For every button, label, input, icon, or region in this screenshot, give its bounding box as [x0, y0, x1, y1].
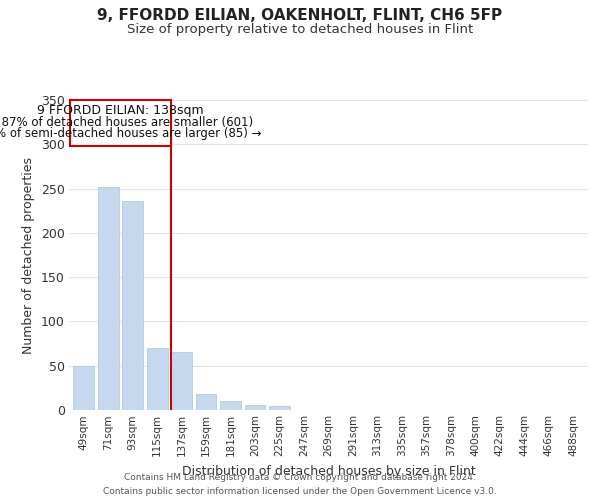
Bar — [122, 201, 143, 410]
Bar — [196, 394, 217, 410]
Bar — [73, 366, 94, 410]
Bar — [171, 352, 192, 410]
Text: Size of property relative to detached houses in Flint: Size of property relative to detached ho… — [127, 22, 473, 36]
FancyBboxPatch shape — [70, 100, 170, 146]
Y-axis label: Number of detached properties: Number of detached properties — [22, 156, 35, 354]
Bar — [220, 401, 241, 410]
Text: Contains HM Land Registry data © Crown copyright and database right 2024.: Contains HM Land Registry data © Crown c… — [124, 473, 476, 482]
Bar — [98, 187, 119, 410]
Bar — [245, 404, 265, 410]
Text: ← 87% of detached houses are smaller (601): ← 87% of detached houses are smaller (60… — [0, 116, 253, 129]
X-axis label: Distribution of detached houses by size in Flint: Distribution of detached houses by size … — [182, 464, 475, 477]
Bar — [147, 348, 167, 410]
Text: 12% of semi-detached houses are larger (85) →: 12% of semi-detached houses are larger (… — [0, 128, 261, 140]
Text: Contains public sector information licensed under the Open Government Licence v3: Contains public sector information licen… — [103, 486, 497, 496]
Text: 9 FFORDD EILIAN: 138sqm: 9 FFORDD EILIAN: 138sqm — [37, 104, 204, 118]
Bar — [269, 406, 290, 410]
Text: 9, FFORDD EILIAN, OAKENHOLT, FLINT, CH6 5FP: 9, FFORDD EILIAN, OAKENHOLT, FLINT, CH6 … — [97, 8, 503, 22]
